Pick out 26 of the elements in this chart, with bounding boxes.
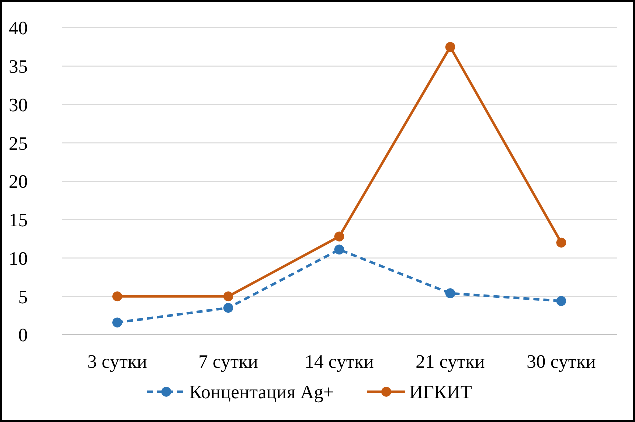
y-tick-label: 10	[9, 248, 28, 270]
y-tick-label: 5	[18, 287, 28, 308]
point	[112, 292, 122, 302]
legend-label: Концентация Ag+	[190, 382, 334, 404]
x-tick-label: 7 сутки	[198, 352, 258, 373]
point	[334, 244, 344, 255]
y-tick-label: 25	[9, 134, 28, 155]
x-tick-label: 21 сутки	[416, 352, 486, 373]
legend-label: ИГКИТ	[410, 382, 473, 404]
point	[334, 232, 344, 242]
point	[224, 303, 234, 314]
x-tick-label: 14 сутки	[304, 352, 374, 373]
point	[224, 292, 234, 302]
point	[556, 238, 566, 248]
point	[112, 318, 122, 328]
y-tick-label: 40	[9, 18, 28, 40]
y-tick-label: 0	[18, 326, 28, 347]
point	[556, 296, 566, 306]
y-tick-label: 20	[9, 172, 28, 194]
y-tick-label: 15	[9, 210, 28, 232]
x-tick-label: 30 сутки	[526, 352, 596, 373]
y-tick-label: 30	[9, 95, 28, 116]
point	[446, 288, 456, 299]
x-tick-label: 3 сутки	[88, 352, 148, 373]
point	[446, 42, 456, 52]
y-tick-label: 35	[9, 57, 28, 78]
